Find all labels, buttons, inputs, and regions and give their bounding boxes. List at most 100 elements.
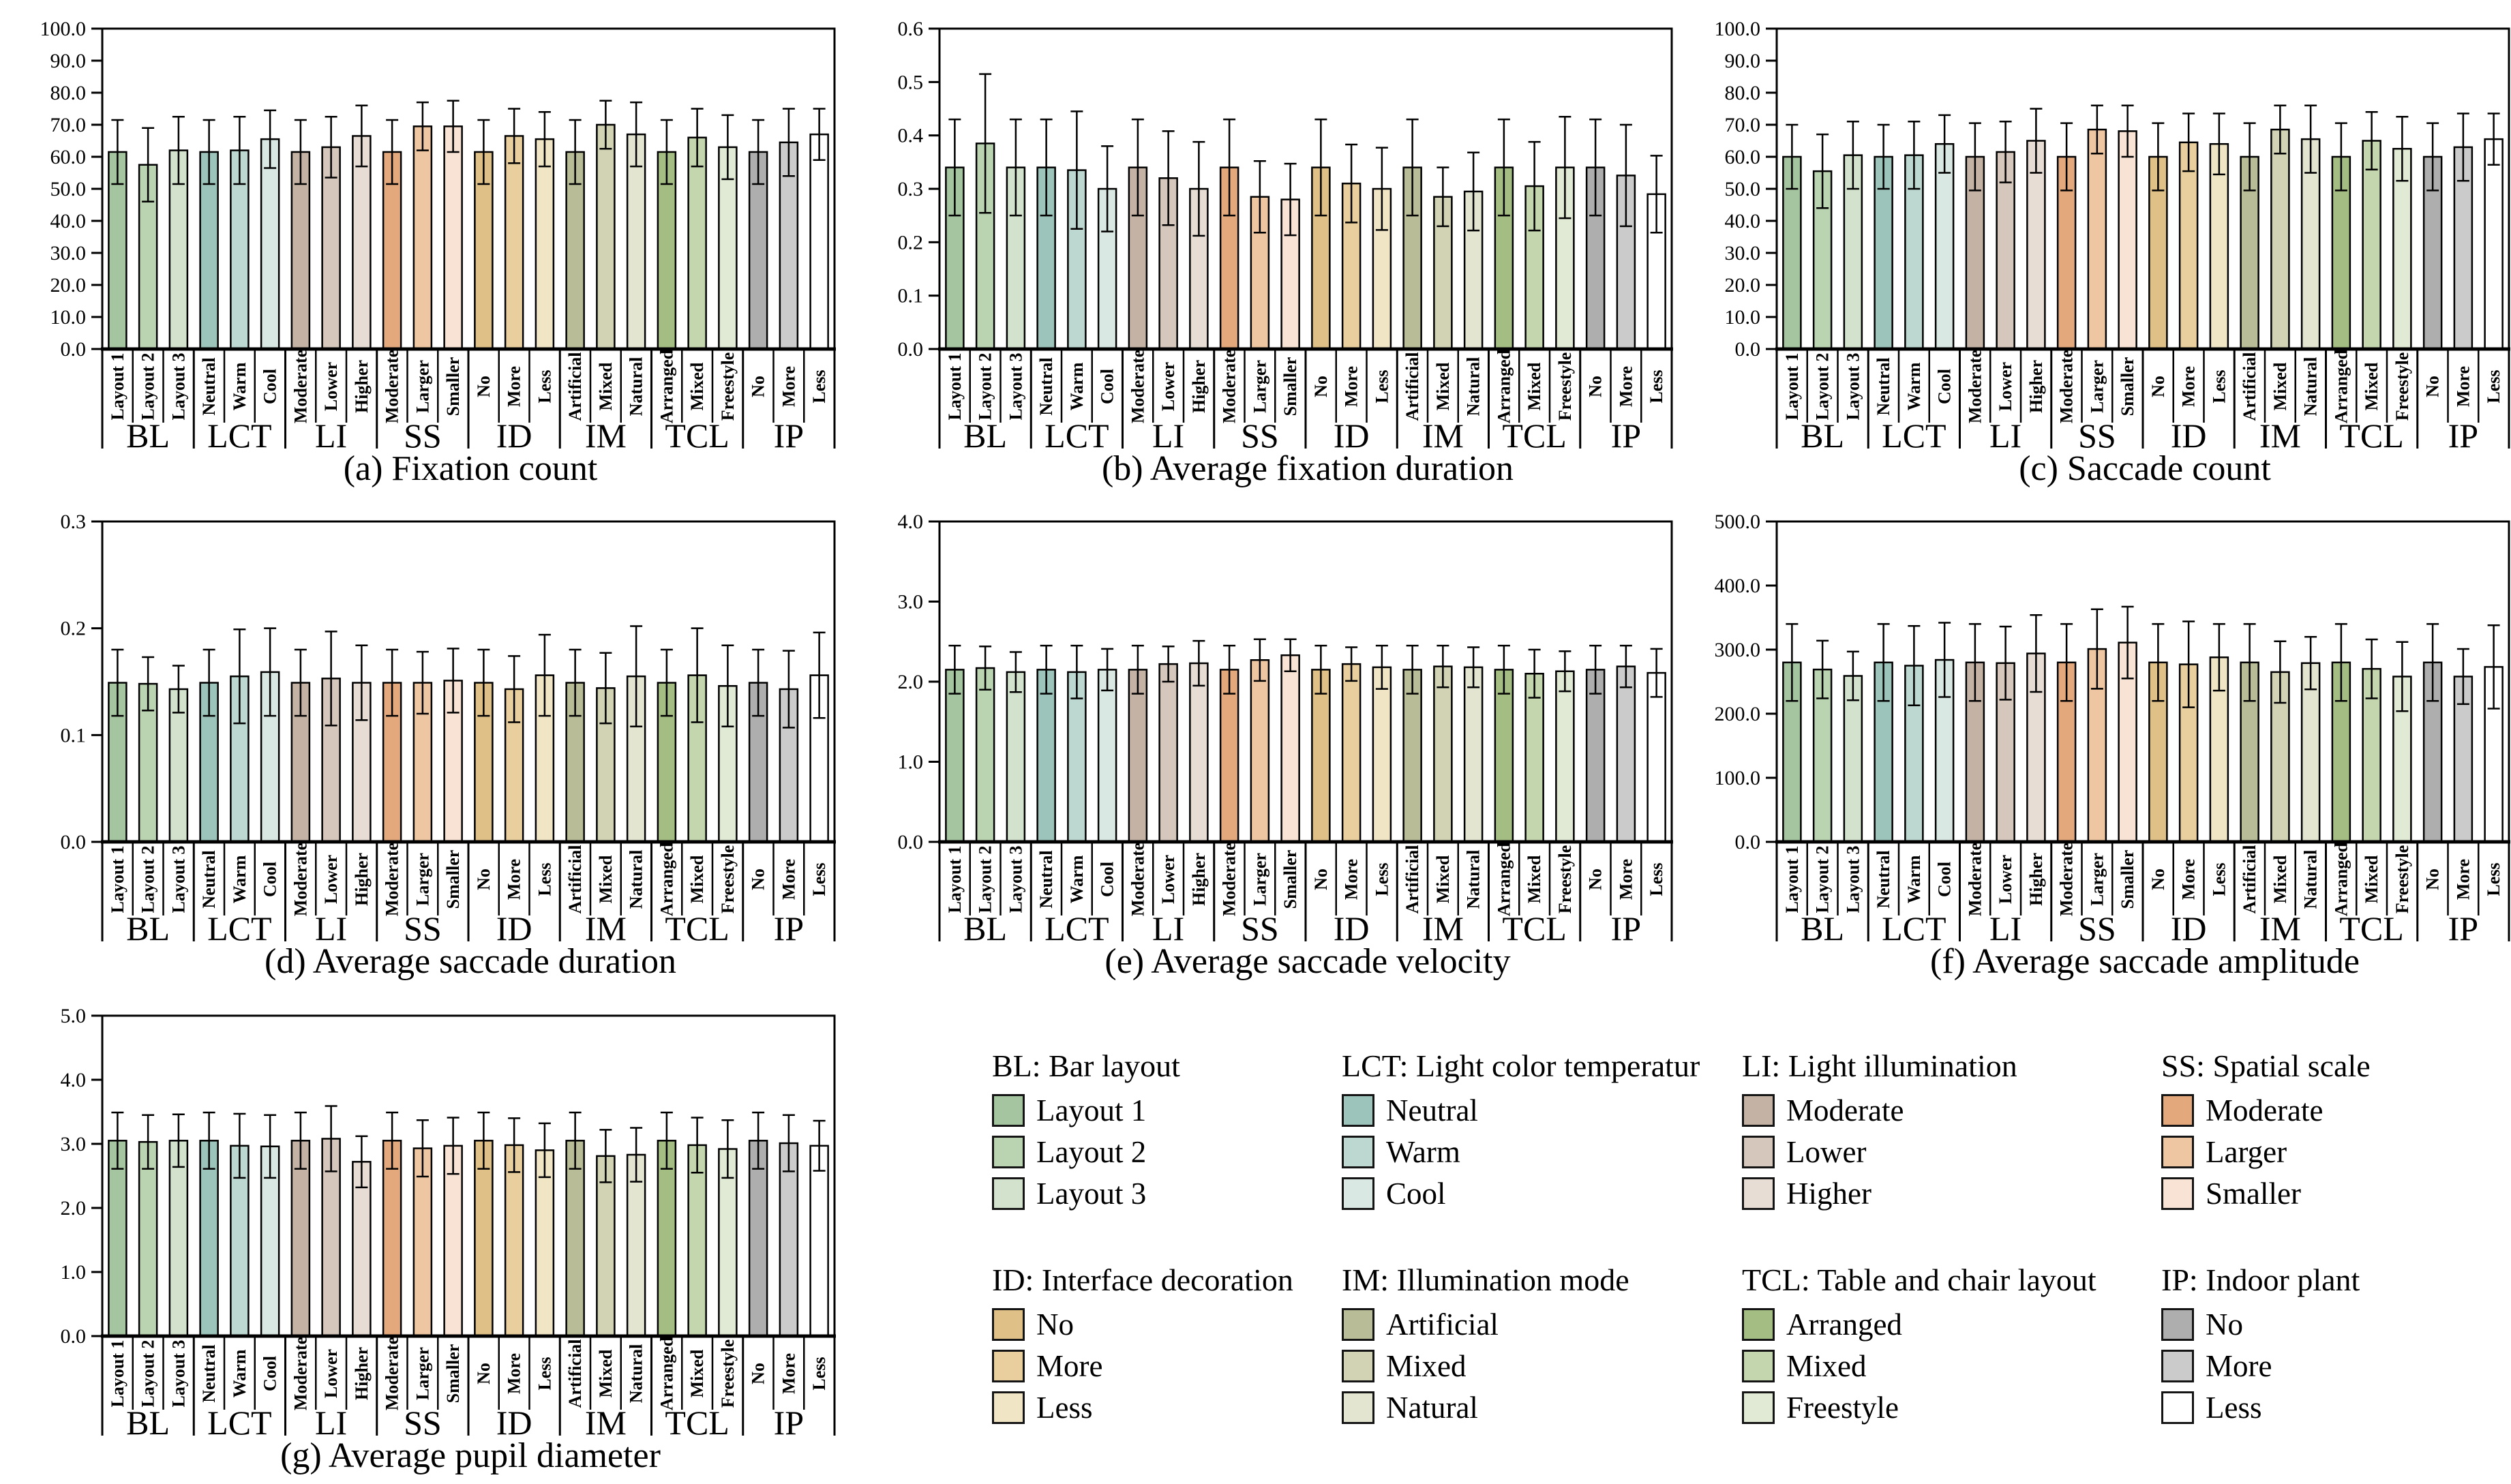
x-group-label: ID <box>1334 909 1370 948</box>
error-bar <box>294 648 307 717</box>
legend-item: Neutral <box>1342 1089 1700 1131</box>
legend-title: ID: Interface decoration <box>992 1262 1293 1297</box>
legend-swatch <box>2161 1177 2194 1210</box>
bar-LCT-Cool <box>1934 142 1955 350</box>
error-bar <box>1040 118 1053 217</box>
chart-caption: (b) Average fixation duration <box>1102 449 1514 488</box>
error-bar <box>2365 638 2378 699</box>
error-bar <box>1009 651 1022 693</box>
x-item-label: Neutral <box>199 850 219 908</box>
legend-title: BL: Bar layout <box>992 1048 1180 1083</box>
error-bar <box>569 119 582 185</box>
x-item-label: Layout 1 <box>1782 846 1802 913</box>
legend-swatch <box>992 1391 1025 1424</box>
error-bar <box>1999 625 2012 701</box>
legend-group-illumination-mode: IM: Illumination mode Artificial Mixed Natu… <box>1342 1262 1629 1428</box>
error-bar <box>355 104 368 168</box>
x-item-label: No <box>474 376 494 397</box>
x-item-label: Moderate <box>382 350 402 423</box>
chart-avg-fixation-duration: (b) Average fixation duration 0.0 0.1 0.2 0… <box>844 1 1679 493</box>
error-bar <box>1877 123 1890 190</box>
legend-item: Larger <box>2161 1131 2371 1172</box>
legend-swatch <box>2161 1307 2194 1341</box>
legend-title: SS: Spatial scale <box>2161 1048 2371 1083</box>
error-bar <box>538 633 551 717</box>
bar-LI-Lower <box>321 146 341 350</box>
error-bar <box>1131 118 1144 217</box>
x-item-label: Mixed <box>1433 362 1453 410</box>
legend-swatch <box>1342 1177 1374 1210</box>
error-bar <box>1375 644 1388 690</box>
bar-ID-More <box>504 1144 524 1337</box>
error-bar <box>1345 143 1358 224</box>
bar-LCT-Neutral <box>1036 669 1056 843</box>
x-group-label: TCL <box>2339 909 2403 948</box>
y-tick-label: 0.0 <box>1735 831 1761 853</box>
x-item-label: Mixed <box>687 1349 707 1397</box>
error-bar <box>477 119 490 185</box>
error-bar <box>1619 123 1632 228</box>
y-tick-label: 100.0 <box>1715 18 1761 40</box>
error-bar <box>2182 112 2195 172</box>
chart-g-svg: (g) Average pupil diameter 0.0 1.0 2.0 3.0 4… <box>61 1005 836 1475</box>
y-tick-label: 10.0 <box>50 306 87 329</box>
x-item-label: Artificial <box>565 352 585 421</box>
y-tick-label: 100.0 <box>40 18 87 40</box>
bar-SS-Larger <box>2087 128 2107 350</box>
x-item-label: Larger <box>412 360 432 413</box>
x-item-label: Artificial <box>565 845 585 913</box>
y-tick-label: 20.0 <box>50 274 87 297</box>
x-group-label: IM <box>585 1404 627 1442</box>
error-bar <box>1999 121 2012 183</box>
x-item-label: Layout 1 <box>108 846 127 913</box>
x-item-label: Lower <box>1158 855 1178 904</box>
chart-a-svg: (a) Fixation count 0.0 10.0 20.0 30.0 40.0 50… <box>40 18 836 488</box>
y-tick-label: 0.1 <box>898 285 924 307</box>
bar-IM-Mixed <box>596 123 616 350</box>
x-group-label: TCL <box>665 417 729 455</box>
legend-item-label: No <box>1036 1307 1074 1342</box>
legend-item-label: Layout 3 <box>1036 1176 1147 1211</box>
chart-saccade-count: (c) Saccade count 0.0 10.0 20.0 30.0 40.0 50.… <box>1681 1 2511 493</box>
x-group-label: IP <box>1611 417 1641 455</box>
error-bar <box>948 644 961 695</box>
x-item-label: Moderate <box>1128 843 1147 916</box>
x-item-label: Moderate <box>290 843 310 916</box>
error-bar <box>1938 622 1951 698</box>
x-item-label: Freestyle <box>2392 845 2412 914</box>
bar-SS-Larger <box>412 125 433 350</box>
y-tick-label: 70.0 <box>50 114 87 136</box>
y-tick-label: 200.0 <box>1715 703 1761 725</box>
x-item-label: Layout 1 <box>108 1340 127 1408</box>
error-bar <box>2456 112 2469 182</box>
bar-BL-Layout 1 <box>108 1140 127 1337</box>
x-item-label: More <box>1616 366 1636 407</box>
x-item-label: Cool <box>260 369 280 404</box>
error-bar <box>2396 641 2409 712</box>
x-item-label: Smaller <box>443 357 463 417</box>
x-item-label: Cool <box>1935 369 1955 404</box>
x-group-label: LCT <box>207 909 271 948</box>
error-bar <box>2090 104 2103 155</box>
bar-BL-Layout 2 <box>975 667 995 843</box>
y-tick-label: 500.0 <box>1715 511 1761 533</box>
bar-IP-Less <box>2484 138 2504 350</box>
legend-item-label: Lower <box>1786 1134 1867 1169</box>
y-tick-label: 0.0 <box>61 831 87 853</box>
chart-caption: (e) Average saccade velocity <box>1104 942 1510 981</box>
bar-SS-Smaller <box>1280 654 1300 843</box>
x-item-label: Artificial <box>1402 352 1422 421</box>
error-bar <box>2365 110 2378 171</box>
x-item-label: Layout 2 <box>1813 353 1833 421</box>
bar-TCL-Mixed <box>2362 140 2381 350</box>
x-item-label: Smaller <box>1280 850 1300 909</box>
x-group-label: IP <box>774 1404 804 1442</box>
x-item-label: Less <box>1647 862 1666 896</box>
bar-SS-Smaller <box>2118 130 2137 350</box>
y-tick-label: 3.0 <box>898 591 924 614</box>
x-group-label: ID <box>2171 909 2207 948</box>
error-bar <box>752 1111 765 1170</box>
x-group-label: TCL <box>665 909 729 948</box>
x-group-label: IM <box>1422 909 1464 948</box>
error-bar <box>325 631 337 727</box>
